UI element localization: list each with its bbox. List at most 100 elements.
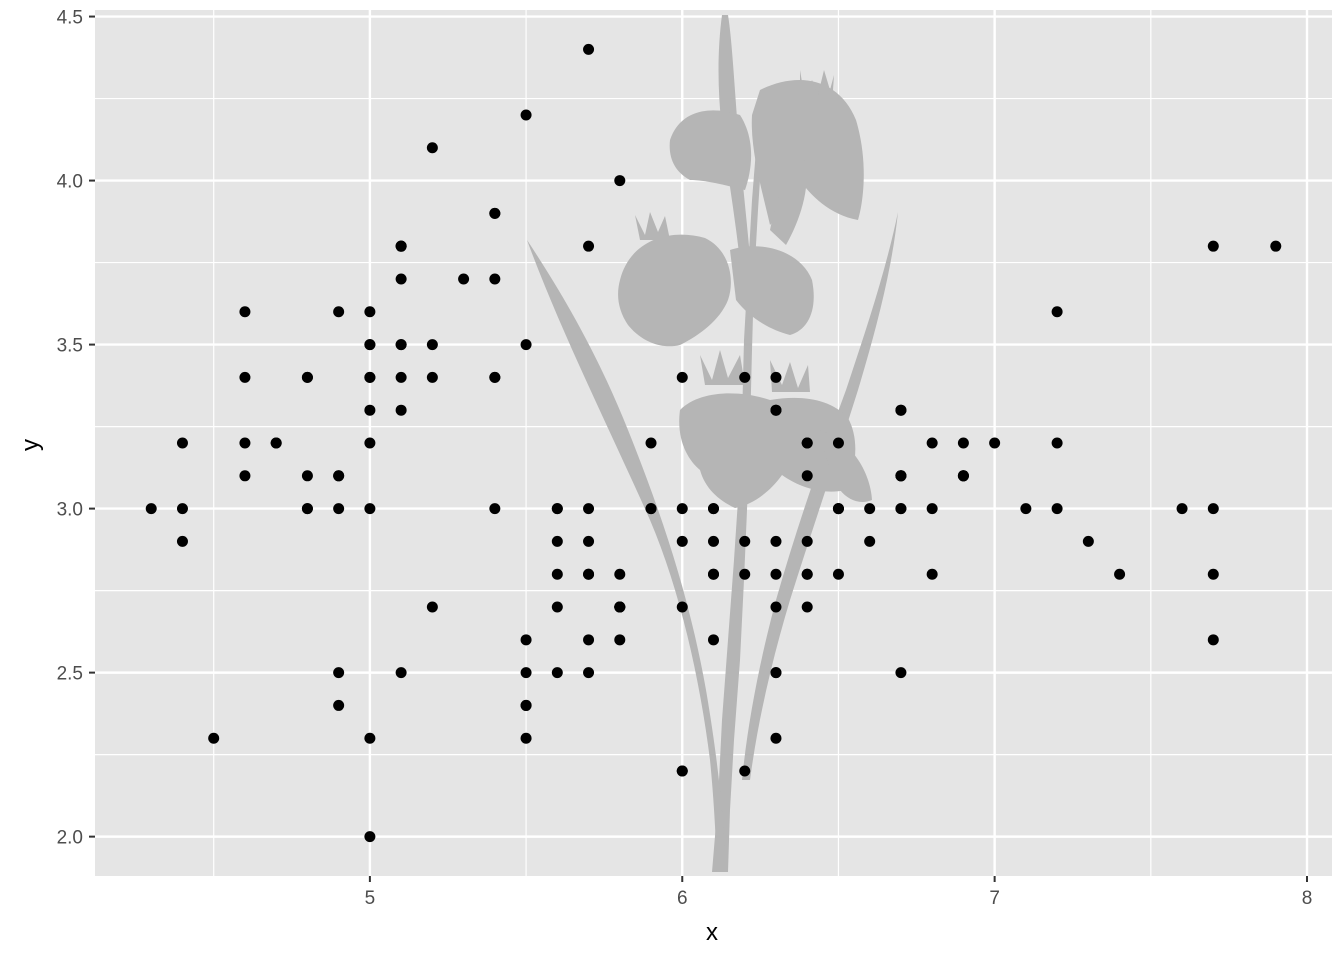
data-point bbox=[1207, 240, 1219, 252]
data-point bbox=[426, 339, 438, 351]
y-tick-label: 3.0 bbox=[57, 500, 83, 521]
data-point bbox=[864, 535, 876, 547]
data-point bbox=[708, 568, 719, 580]
data-point bbox=[1207, 634, 1219, 646]
data-point bbox=[333, 667, 345, 679]
data-point bbox=[520, 732, 532, 744]
data-point bbox=[1176, 503, 1188, 515]
data-point bbox=[145, 503, 157, 515]
x-tick-label: 6 bbox=[677, 888, 688, 909]
data-point bbox=[770, 371, 782, 383]
data-point bbox=[614, 175, 626, 187]
data-point bbox=[239, 371, 251, 383]
x-tick-label: 7 bbox=[989, 888, 1000, 909]
data-point bbox=[208, 732, 220, 744]
data-point bbox=[770, 404, 782, 416]
data-point bbox=[1051, 503, 1063, 515]
data-point bbox=[270, 437, 282, 449]
x-axis: 5 6 7 8 bbox=[365, 876, 1313, 909]
iris-flower-silhouette bbox=[527, 15, 898, 872]
data-point bbox=[583, 634, 595, 646]
data-point bbox=[583, 43, 595, 55]
y-tick-label: 4.5 bbox=[57, 8, 83, 29]
data-point bbox=[645, 437, 657, 449]
data-point bbox=[770, 732, 782, 744]
data-point bbox=[364, 306, 376, 318]
data-point bbox=[583, 667, 595, 679]
data-point bbox=[832, 437, 844, 449]
data-point bbox=[364, 831, 376, 843]
y-axis: 2.0 2.5 3.0 3.5 4.0 4.5 bbox=[57, 8, 95, 849]
data-point bbox=[801, 601, 813, 613]
data-point bbox=[926, 437, 938, 449]
data-point bbox=[864, 503, 876, 515]
data-point bbox=[1207, 503, 1219, 515]
y-tick-label: 2.0 bbox=[57, 828, 83, 849]
data-point bbox=[551, 667, 563, 679]
data-point bbox=[770, 568, 782, 580]
data-point bbox=[676, 371, 688, 383]
data-point bbox=[176, 437, 188, 449]
data-point bbox=[239, 437, 251, 449]
data-point bbox=[832, 503, 844, 515]
data-point bbox=[895, 503, 907, 515]
data-point bbox=[551, 568, 563, 580]
data-point bbox=[333, 470, 345, 482]
data-point bbox=[426, 601, 438, 613]
data-point bbox=[708, 535, 719, 547]
data-point bbox=[1270, 240, 1282, 252]
data-point bbox=[520, 699, 532, 711]
data-point bbox=[489, 207, 501, 219]
data-point bbox=[395, 404, 407, 416]
data-point bbox=[583, 503, 595, 515]
data-point bbox=[333, 699, 345, 711]
data-point bbox=[301, 470, 313, 482]
data-point bbox=[895, 404, 907, 416]
y-tick-label: 2.5 bbox=[57, 664, 83, 685]
data-point bbox=[1082, 535, 1094, 547]
data-point bbox=[801, 437, 813, 449]
data-point bbox=[301, 371, 313, 383]
data-point bbox=[676, 535, 688, 547]
data-point bbox=[395, 371, 407, 383]
data-point bbox=[333, 306, 345, 318]
data-point bbox=[801, 568, 813, 580]
data-point bbox=[708, 634, 719, 646]
data-point bbox=[489, 503, 501, 515]
data-point bbox=[395, 273, 407, 285]
data-point bbox=[1114, 568, 1126, 580]
y-tick-label: 4.0 bbox=[57, 172, 83, 193]
x-tick-label: 8 bbox=[1302, 888, 1313, 909]
data-point bbox=[520, 339, 532, 351]
data-point bbox=[489, 371, 501, 383]
data-point bbox=[520, 667, 532, 679]
data-point bbox=[957, 470, 969, 482]
data-point bbox=[801, 535, 813, 547]
data-point bbox=[583, 568, 595, 580]
data-point bbox=[364, 404, 376, 416]
data-point bbox=[739, 765, 751, 777]
data-point bbox=[176, 535, 188, 547]
data-point bbox=[801, 470, 813, 482]
y-axis-title: y bbox=[17, 439, 44, 451]
data-point bbox=[333, 503, 345, 515]
data-point bbox=[676, 503, 688, 515]
data-point bbox=[395, 667, 407, 679]
data-point bbox=[989, 437, 1001, 449]
data-point bbox=[676, 765, 688, 777]
y-tick-label: 3.5 bbox=[57, 336, 83, 357]
data-point bbox=[176, 503, 188, 515]
data-point bbox=[395, 240, 407, 252]
data-point bbox=[364, 339, 376, 351]
data-point bbox=[832, 568, 844, 580]
data-point bbox=[1020, 503, 1032, 515]
data-point bbox=[926, 503, 938, 515]
data-point bbox=[708, 503, 719, 515]
data-point bbox=[770, 535, 782, 547]
data-point bbox=[1051, 306, 1063, 318]
data-point bbox=[551, 601, 563, 613]
data-point bbox=[739, 371, 751, 383]
data-point bbox=[1051, 437, 1063, 449]
data-point bbox=[239, 306, 251, 318]
